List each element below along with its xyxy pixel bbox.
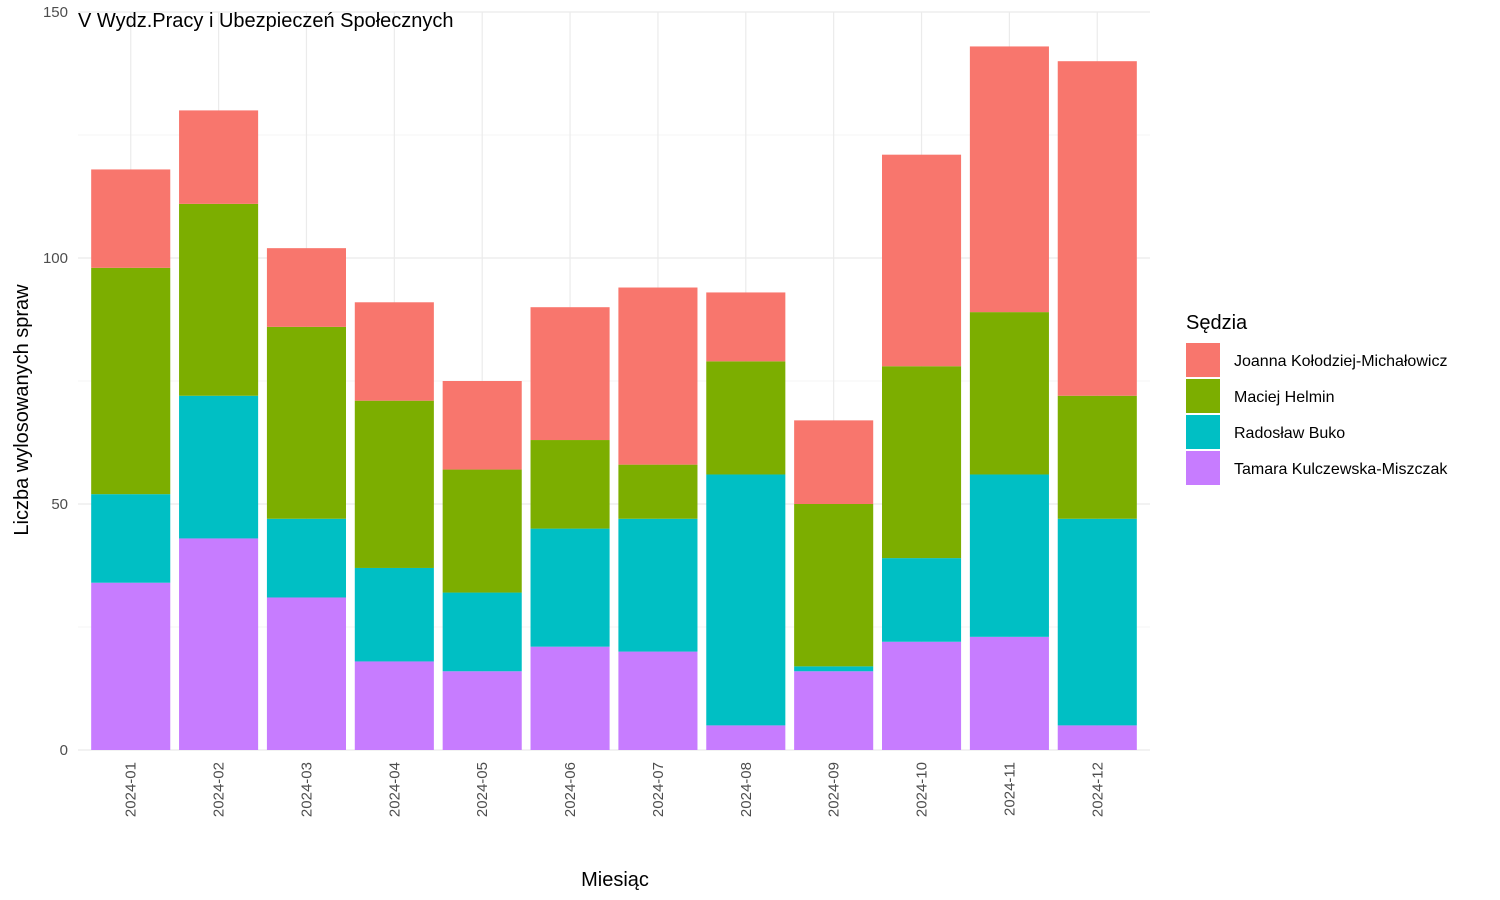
bar-segment: [442, 592, 522, 672]
bar-segment: [91, 582, 171, 750]
bar-segment: [530, 440, 610, 529]
bar-segment: [91, 267, 171, 495]
x-tick-label: 2024-08: [738, 762, 755, 817]
bar-segment: [969, 636, 1049, 750]
bar-segment: [1057, 395, 1137, 519]
bar-segment: [530, 646, 610, 750]
y-tick-label: 50: [51, 496, 68, 513]
bar-segment: [91, 169, 171, 268]
bar-segment: [1057, 61, 1137, 396]
x-tick-label: 2024-01: [123, 762, 140, 817]
chart-title: V Wydz.Pracy i Ubezpieczeń Społecznych: [78, 10, 454, 32]
bar-segment: [354, 302, 434, 401]
x-axis-title: Miesiąc: [581, 869, 649, 891]
bar-segment: [442, 381, 522, 470]
bar-segment: [1057, 518, 1137, 726]
bar-segment: [354, 400, 434, 568]
legend-swatch: [1186, 451, 1220, 485]
bar-segment: [794, 504, 874, 667]
x-tick-label: 2024-02: [211, 762, 228, 817]
bar-segment: [882, 558, 962, 642]
x-tick-label: 2024-04: [386, 762, 403, 817]
bar-segment: [969, 312, 1049, 475]
bar-segment: [618, 518, 698, 652]
x-tick-label: 2024-12: [1089, 762, 1106, 817]
bar-segment: [882, 641, 962, 750]
bar-segment: [530, 307, 610, 441]
bar-segment: [969, 474, 1049, 637]
bar-segment: [354, 567, 434, 662]
legend-label: Maciej Helmin: [1234, 389, 1334, 406]
x-tick-label: 2024-10: [914, 762, 931, 817]
x-tick-label: 2024-07: [650, 762, 667, 817]
bar-segment: [266, 248, 346, 327]
bar-segment: [882, 366, 962, 559]
x-tick-label: 2024-09: [826, 762, 843, 817]
legend-swatch: [1186, 415, 1220, 449]
legend-label: Radosław Buko: [1234, 425, 1345, 442]
x-tick-label: 2024-06: [562, 762, 579, 817]
bars: [91, 46, 1137, 750]
bar-segment: [618, 287, 698, 465]
legend-swatch: [1186, 343, 1220, 377]
bar-segment: [179, 395, 259, 539]
bar-segment: [969, 46, 1049, 313]
y-tick-label: 0: [60, 742, 68, 759]
bar-segment: [882, 154, 962, 367]
legend-label: Tamara Kulczewska-Miszczak: [1234, 461, 1448, 478]
legend-swatch: [1186, 379, 1220, 413]
bar-segment: [618, 464, 698, 519]
bar-segment: [179, 203, 259, 396]
legend-title: Sędzia: [1186, 312, 1248, 334]
bar-segment: [794, 666, 874, 672]
bar-segment: [706, 725, 786, 750]
x-axis-ticks: 2024-01 2024-02 2024-03 2024-04 2024-05 2024-…: [123, 762, 1107, 817]
bar-segment: [794, 420, 874, 504]
bar-segment: [266, 597, 346, 750]
y-axis-title: Liczba wylosowanych spraw: [11, 284, 33, 536]
bar-segment: [179, 538, 259, 750]
bar-segment: [706, 361, 786, 475]
bar-segment: [442, 469, 522, 593]
y-tick-label: 150: [43, 4, 68, 21]
legend-label: Joanna Kołodziej-Michałowicz: [1234, 353, 1447, 370]
bar-segment: [354, 661, 434, 750]
bar-segment: [266, 518, 346, 598]
x-tick-label: 2024-11: [1001, 762, 1018, 816]
legend: Sędzia Joanna Kołodziej-Michałowicz Macie…: [1186, 312, 1448, 485]
bar-segment: [618, 651, 698, 750]
bar-segment: [442, 671, 522, 750]
y-tick-label: 100: [43, 250, 68, 267]
bar-segment: [530, 528, 610, 647]
y-axis-ticks: 0 50 100 150: [43, 4, 68, 759]
bar-segment: [91, 494, 171, 583]
bar-segment: [794, 671, 874, 750]
x-tick-label: 2024-05: [474, 762, 491, 817]
bar-segment: [266, 326, 346, 519]
x-tick-label: 2024-03: [298, 762, 315, 817]
bar-segment: [706, 292, 786, 362]
bar-segment: [706, 474, 786, 726]
bar-segment: [1057, 725, 1137, 750]
bar-segment: [179, 110, 259, 204]
